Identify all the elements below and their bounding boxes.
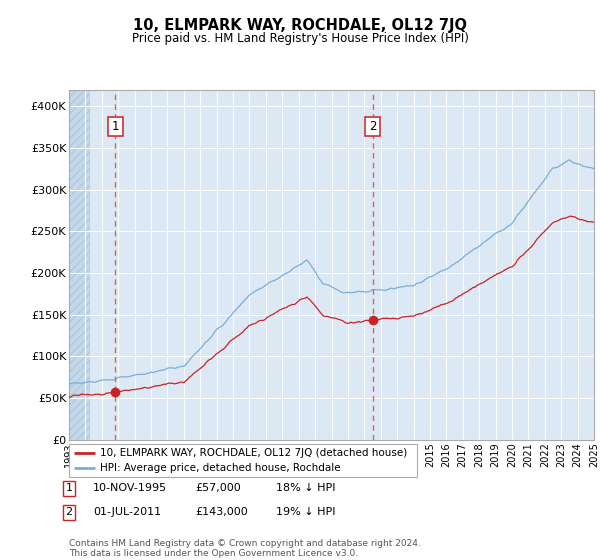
Text: £57,000: £57,000: [195, 483, 241, 493]
Bar: [69, 90, 89, 440]
Text: 19% ↓ HPI: 19% ↓ HPI: [276, 507, 335, 517]
Text: 10, ELMPARK WAY, ROCHDALE, OL12 7JQ: 10, ELMPARK WAY, ROCHDALE, OL12 7JQ: [133, 18, 467, 33]
Text: 01-JUL-2011: 01-JUL-2011: [93, 507, 161, 517]
Text: 10, ELMPARK WAY, ROCHDALE, OL12 7JQ (detached house): 10, ELMPARK WAY, ROCHDALE, OL12 7JQ (det…: [100, 447, 407, 458]
Text: £143,000: £143,000: [195, 507, 248, 517]
Text: 2: 2: [65, 507, 73, 517]
Text: 18% ↓ HPI: 18% ↓ HPI: [276, 483, 335, 493]
Text: Price paid vs. HM Land Registry's House Price Index (HPI): Price paid vs. HM Land Registry's House …: [131, 32, 469, 45]
Text: 2: 2: [369, 120, 376, 133]
Text: HPI: Average price, detached house, Rochdale: HPI: Average price, detached house, Roch…: [100, 463, 341, 473]
Text: Contains HM Land Registry data © Crown copyright and database right 2024.
This d: Contains HM Land Registry data © Crown c…: [69, 539, 421, 558]
FancyBboxPatch shape: [69, 444, 417, 477]
Text: 1: 1: [112, 120, 119, 133]
Text: 1: 1: [65, 483, 73, 493]
Text: 10-NOV-1995: 10-NOV-1995: [93, 483, 167, 493]
